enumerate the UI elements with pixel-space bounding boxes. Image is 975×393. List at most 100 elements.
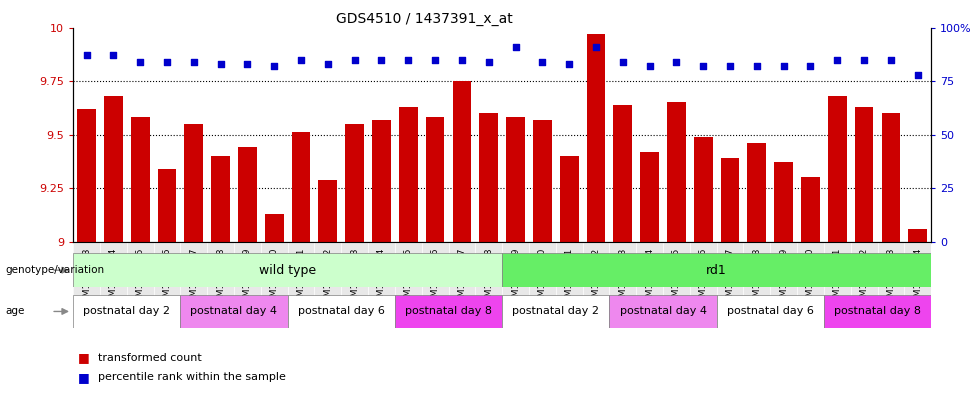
Text: postnatal day 2: postnatal day 2 <box>83 307 171 316</box>
Point <box>401 57 416 63</box>
Text: GSM1024821: GSM1024821 <box>565 247 573 308</box>
Bar <box>774 162 793 242</box>
Text: postnatal day 6: postnatal day 6 <box>726 307 814 316</box>
Text: GSM1024806: GSM1024806 <box>163 247 172 308</box>
Bar <box>502 253 931 287</box>
Point <box>534 59 550 65</box>
Bar <box>131 118 149 242</box>
Text: ■: ■ <box>78 371 90 384</box>
Point <box>186 59 202 65</box>
Text: GSM1024823: GSM1024823 <box>618 247 627 308</box>
Text: rd1: rd1 <box>706 264 727 277</box>
Text: GSM1024816: GSM1024816 <box>431 247 440 308</box>
Bar <box>212 156 230 242</box>
Bar <box>667 103 685 242</box>
Point <box>776 63 792 69</box>
Text: percentile rank within the sample: percentile rank within the sample <box>98 372 286 382</box>
Bar <box>372 119 391 242</box>
Text: genotype/variation: genotype/variation <box>5 265 104 275</box>
Text: GSM1024804: GSM1024804 <box>109 247 118 308</box>
Point <box>830 57 845 63</box>
Point <box>508 44 524 50</box>
Bar <box>909 229 927 242</box>
Bar <box>717 295 824 328</box>
Text: GSM1024824: GSM1024824 <box>645 247 654 308</box>
Text: transformed count: transformed count <box>98 353 201 363</box>
Point <box>240 61 255 67</box>
Text: GDS4510 / 1437391_x_at: GDS4510 / 1437391_x_at <box>336 12 513 26</box>
Bar <box>184 124 203 242</box>
Text: GSM1024814: GSM1024814 <box>377 247 386 308</box>
Bar <box>881 113 900 242</box>
Text: GSM1024815: GSM1024815 <box>404 247 412 308</box>
Bar <box>533 119 552 242</box>
Point <box>266 63 282 69</box>
Text: GSM1024807: GSM1024807 <box>189 247 198 308</box>
Bar <box>399 107 417 242</box>
Text: postnatal day 2: postnatal day 2 <box>512 307 600 316</box>
Text: GSM1024819: GSM1024819 <box>511 247 520 308</box>
Bar <box>158 169 176 242</box>
Bar <box>587 34 605 242</box>
Text: GSM1024834: GSM1024834 <box>914 247 922 308</box>
Text: GSM1024809: GSM1024809 <box>243 247 252 308</box>
Point <box>802 63 818 69</box>
Bar <box>319 180 337 242</box>
Point <box>615 59 631 65</box>
Bar <box>824 295 931 328</box>
Point <box>347 57 363 63</box>
Text: GSM1024826: GSM1024826 <box>699 247 708 308</box>
Bar <box>292 132 310 242</box>
Text: wild type: wild type <box>259 264 316 277</box>
Point <box>669 59 684 65</box>
Text: GSM1024830: GSM1024830 <box>806 247 815 308</box>
Bar <box>613 105 632 242</box>
Bar <box>426 118 445 242</box>
Point <box>373 57 389 63</box>
Text: GSM1024828: GSM1024828 <box>753 247 761 308</box>
Bar <box>506 118 525 242</box>
Bar <box>694 137 713 242</box>
Text: GSM1024831: GSM1024831 <box>833 247 841 308</box>
Text: GSM1024805: GSM1024805 <box>136 247 144 308</box>
Text: GSM1024825: GSM1024825 <box>672 247 681 308</box>
Point <box>105 52 121 59</box>
Text: GSM1024829: GSM1024829 <box>779 247 788 308</box>
Bar <box>73 295 180 328</box>
Bar <box>480 113 498 242</box>
Text: ■: ■ <box>78 351 90 364</box>
Text: GSM1024813: GSM1024813 <box>350 247 359 308</box>
Text: postnatal day 4: postnatal day 4 <box>190 307 278 316</box>
Bar <box>238 147 256 242</box>
Bar <box>801 177 820 242</box>
Text: GSM1024822: GSM1024822 <box>592 247 601 308</box>
Point <box>910 72 925 78</box>
Text: GSM1024833: GSM1024833 <box>886 247 895 308</box>
Text: postnatal day 8: postnatal day 8 <box>405 307 492 316</box>
Text: GSM1024827: GSM1024827 <box>725 247 734 308</box>
Text: GSM1024817: GSM1024817 <box>457 247 466 308</box>
Text: postnatal day 4: postnatal day 4 <box>619 307 707 316</box>
Text: GSM1024811: GSM1024811 <box>296 247 305 308</box>
Point <box>695 63 711 69</box>
Point <box>159 59 175 65</box>
Point <box>454 57 470 63</box>
Bar <box>560 156 578 242</box>
Text: GSM1024820: GSM1024820 <box>538 247 547 308</box>
Bar <box>288 295 395 328</box>
Point <box>293 57 309 63</box>
Point <box>883 57 899 63</box>
Bar <box>721 158 739 242</box>
Point <box>481 59 496 65</box>
Bar <box>345 124 364 242</box>
Bar <box>73 253 502 287</box>
Text: age: age <box>5 307 24 316</box>
Text: GSM1024808: GSM1024808 <box>216 247 225 308</box>
Bar <box>748 143 766 242</box>
Point <box>427 57 443 63</box>
Bar <box>104 96 123 242</box>
Bar <box>855 107 874 242</box>
Text: postnatal day 8: postnatal day 8 <box>834 307 921 316</box>
Bar <box>641 152 659 242</box>
Text: GSM1024803: GSM1024803 <box>82 247 91 308</box>
